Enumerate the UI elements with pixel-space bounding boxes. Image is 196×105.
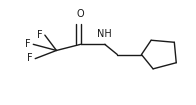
- Text: F: F: [37, 30, 43, 40]
- Text: NH: NH: [97, 29, 112, 39]
- Text: F: F: [27, 53, 32, 63]
- Text: O: O: [77, 9, 84, 19]
- Text: F: F: [25, 39, 30, 49]
